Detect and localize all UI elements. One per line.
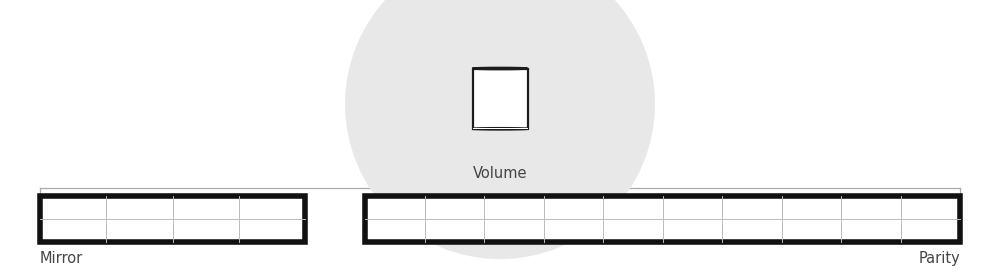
Text: Volume: Volume xyxy=(473,166,527,181)
Ellipse shape xyxy=(473,128,528,130)
Bar xyxy=(40,196,305,242)
Bar xyxy=(473,68,528,129)
Ellipse shape xyxy=(345,0,655,259)
Bar xyxy=(473,128,528,129)
Ellipse shape xyxy=(473,68,528,69)
Text: Parity: Parity xyxy=(918,251,960,266)
Bar xyxy=(365,196,960,242)
Text: Mirror: Mirror xyxy=(40,251,83,266)
